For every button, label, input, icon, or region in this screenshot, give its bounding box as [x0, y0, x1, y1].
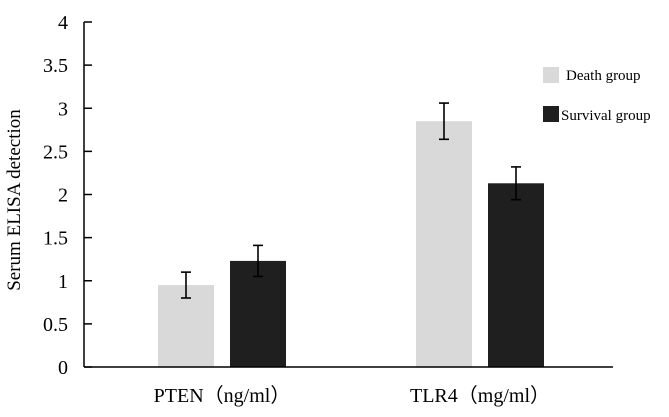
- bar-survival-0: [230, 260, 286, 367]
- y-tick-label: 0.5: [43, 314, 68, 336]
- legend: Death group Survival group: [543, 67, 651, 124]
- legend-swatch-survival: [543, 106, 559, 122]
- error-bar-1-1: [511, 166, 521, 201]
- y-tick-label: 1: [58, 271, 68, 293]
- error-bar-0-1: [439, 102, 449, 141]
- y-tick-label: 4: [58, 12, 68, 34]
- y-tick-label: 2: [58, 185, 68, 207]
- error-bar-1-0: [253, 244, 263, 278]
- bar-survival-1: [488, 183, 544, 367]
- legend-item-survival: Survival group: [543, 106, 651, 124]
- bars: [158, 121, 544, 367]
- x-category-label: PTEN（ng/ml）: [154, 384, 291, 407]
- bar-death-1: [416, 121, 472, 367]
- y-tick-label: 0: [58, 357, 68, 379]
- x-category-label: TLR4（mg/ml）: [410, 384, 550, 407]
- legend-label-death: Death group: [566, 68, 641, 84]
- category-labels: PTEN（ng/ml） TLR4（mg/ml）: [154, 384, 550, 407]
- legend-label-survival: Survival group: [561, 108, 651, 124]
- y-tick-label: 2.5: [43, 141, 68, 163]
- legend-swatch-death: [543, 67, 559, 83]
- y-tick-label: 3: [58, 98, 68, 120]
- legend-item-death: Death group: [543, 67, 641, 84]
- y-tick-label: 1.5: [43, 228, 68, 250]
- y-axis-ticks: 0 0.5 1 1.5 2 2.5 3 3.5 4: [43, 12, 92, 379]
- error-bars: [181, 102, 521, 299]
- error-bar-0-0: [181, 271, 191, 299]
- y-tick-label: 3.5: [43, 55, 68, 77]
- y-axis-label: Serum ELISA detection: [4, 109, 25, 291]
